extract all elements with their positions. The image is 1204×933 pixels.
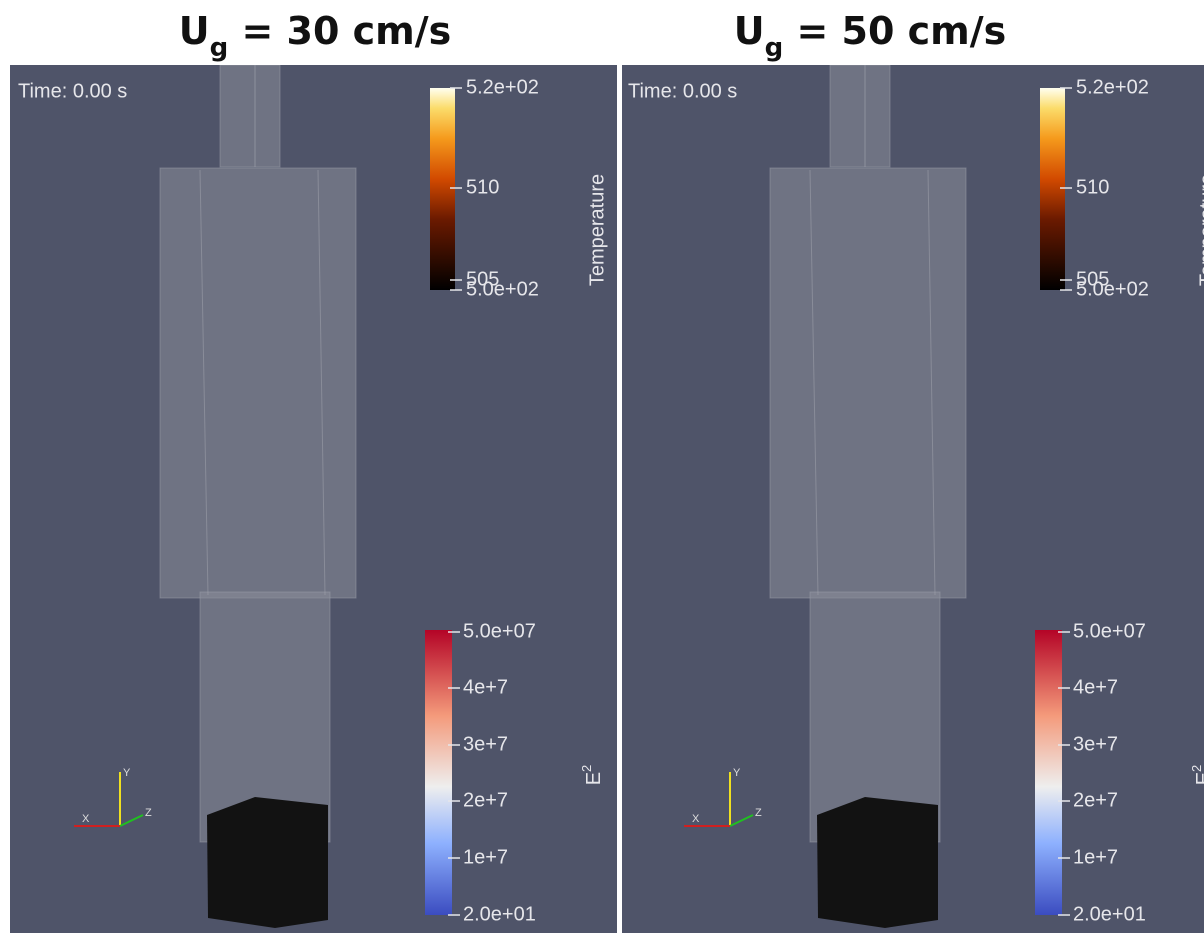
- title-base: E: [583, 772, 605, 785]
- temperature-colorbar: [430, 88, 455, 290]
- tick-label: 5.0e+07: [1073, 620, 1146, 642]
- tick-label: 5.0e+07: [463, 620, 536, 642]
- colorbar-title: Temperature: [586, 174, 608, 286]
- title-base: E: [1193, 772, 1204, 785]
- tick-label: 2.0e+01: [1073, 903, 1146, 925]
- particle-bed: [207, 797, 328, 928]
- tick-label: 1e+7: [1073, 846, 1118, 868]
- freeboard-box: [160, 168, 356, 598]
- axis-label: X: [82, 813, 90, 825]
- tick-label: 3e+7: [1073, 733, 1118, 755]
- tick-label: 2e+7: [463, 789, 508, 811]
- upper-tube: [830, 65, 890, 167]
- colorbar-title: Temperature: [1196, 174, 1204, 286]
- axis-label: Y: [733, 767, 741, 779]
- tick-label: 3e+7: [463, 733, 508, 755]
- axis-label: Z: [145, 807, 152, 819]
- title-rest: = 30 cm/s: [228, 9, 451, 53]
- axis-label: X: [692, 813, 700, 825]
- tick-label: 5.0e+02: [466, 278, 539, 300]
- tick-label: 4e+7: [1073, 676, 1118, 698]
- tick-label: 5.2e+02: [1076, 76, 1149, 98]
- tick-label: 2e+7: [1073, 789, 1118, 811]
- temperature-colorbar: [1040, 88, 1065, 290]
- panel-title: Ug = 30 cm/s: [179, 9, 452, 63]
- tick-label: 5.0e+02: [1076, 278, 1149, 300]
- tick-label: 5.2e+02: [466, 76, 539, 98]
- figure: Ug = 30 cm/sTime: 0.00 s5.2e+025105055.0…: [0, 0, 1204, 933]
- time-label: Time: 0.00 s: [18, 80, 127, 102]
- tick-label: 1e+7: [463, 846, 508, 868]
- freeboard-box: [770, 168, 966, 598]
- tick-label: 4e+7: [463, 676, 508, 698]
- title-sup: 2: [579, 765, 594, 772]
- upper-tube: [220, 65, 280, 167]
- title-sup: 2: [1189, 765, 1204, 772]
- tick-label: 510: [466, 176, 499, 198]
- axis-label: Z: [755, 807, 762, 819]
- title-sub: g: [210, 33, 229, 63]
- panel-divider: [617, 65, 622, 933]
- tick-label: 510: [1076, 176, 1109, 198]
- axis-label: Y: [123, 767, 131, 779]
- title-base: U: [179, 9, 210, 53]
- panel-title: Ug = 50 cm/s: [734, 9, 1007, 63]
- title-sub: g: [765, 33, 784, 63]
- title-base: U: [734, 9, 765, 53]
- e2-colorbar: [1035, 630, 1062, 915]
- particle-bed: [817, 797, 938, 928]
- tick-label: 2.0e+01: [463, 903, 536, 925]
- title-rest: = 50 cm/s: [783, 9, 1006, 53]
- time-label: Time: 0.00 s: [628, 80, 737, 102]
- e2-colorbar: [425, 630, 452, 915]
